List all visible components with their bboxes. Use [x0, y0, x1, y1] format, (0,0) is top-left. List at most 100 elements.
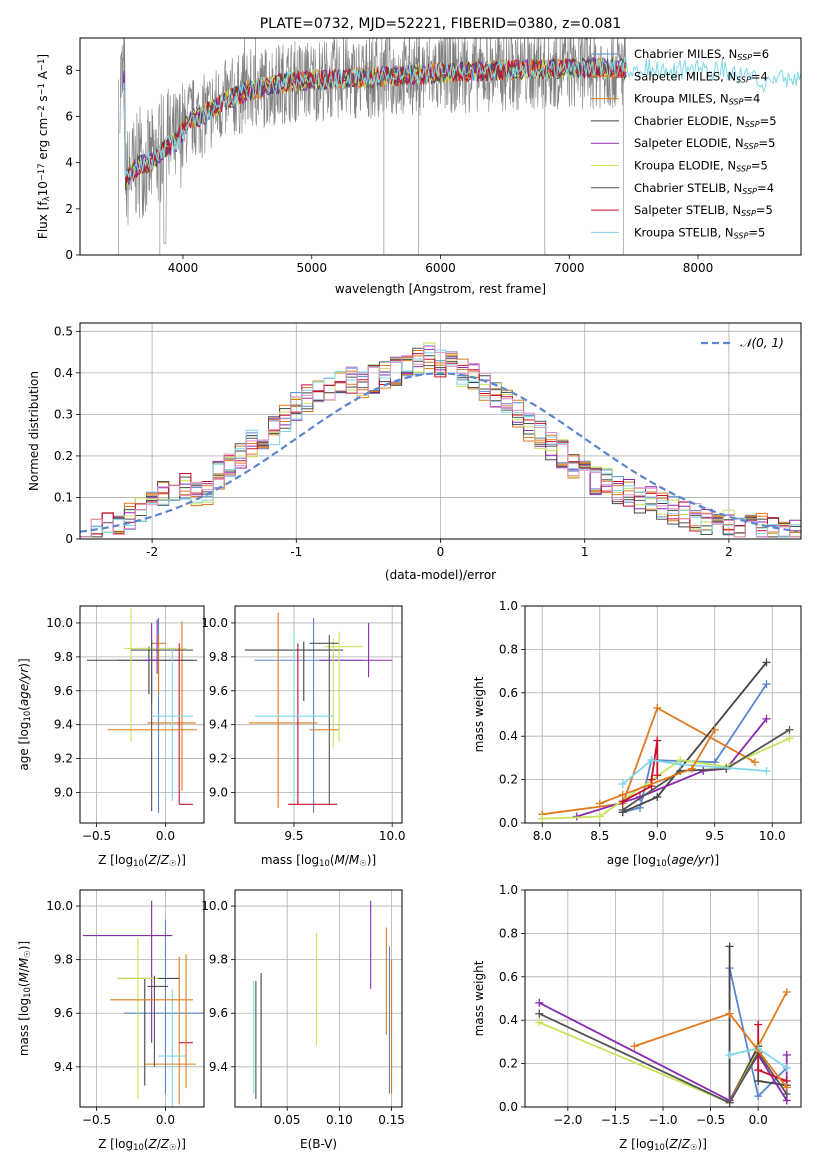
- y-tick-label: 9.2: [54, 752, 73, 766]
- errorbar-point: [288, 643, 338, 805]
- errorbar-point: [144, 956, 196, 1105]
- errorbar-point: [248, 612, 318, 808]
- plus-marker: [754, 1092, 763, 1101]
- legend-entry: Kroupa ELODIE, NSSP=5: [634, 159, 768, 174]
- plus-marker: [647, 756, 656, 765]
- x-axis-label: wavelength [Angstrom, rest frame]: [335, 282, 546, 296]
- y-tick-label: 9.2: [209, 752, 228, 766]
- weight-series-line: [542, 706, 756, 816]
- plus-marker: [751, 758, 759, 767]
- x-tick-label: 9.5: [705, 829, 724, 843]
- plus-marker: [785, 725, 794, 734]
- x-axis-label: (data-model)/error: [385, 568, 496, 582]
- x-tick-label: 0.05: [274, 1113, 301, 1127]
- x-tick-label: 10.0: [379, 829, 406, 843]
- y-tick-label: 8: [65, 63, 73, 77]
- y-tick-label: 9.6: [209, 1006, 228, 1020]
- plus-marker: [595, 799, 604, 808]
- chart-title: PLATE=0732, MJD=52221, FIBERID=0380, z=0…: [260, 16, 622, 32]
- plus-marker: [754, 1066, 763, 1075]
- y-tick-label: 0.0: [499, 1100, 518, 1114]
- x-axis-label: Z [log10(Z/Z☉)]: [619, 1137, 707, 1152]
- y-tick-label: 4: [65, 156, 73, 170]
- plus-marker: [687, 764, 696, 773]
- y-tick-label: 1.0: [499, 883, 518, 897]
- y-tick-label: 0.8: [499, 642, 518, 656]
- y-axis-label: mass weight: [472, 960, 486, 1036]
- y-axis-label: age [log10(age/yr)]: [17, 658, 32, 770]
- x-tick-label: 8.0: [533, 829, 552, 843]
- legend-entry: Chabrier STELIB, NSSP=4: [634, 181, 774, 196]
- x-tick-label: -1: [290, 545, 302, 559]
- y-tick-label: 0.6: [499, 686, 518, 700]
- weight-series-line: [622, 728, 790, 811]
- legend-entry: Salpeter STELIB, NSSP=5: [634, 203, 773, 218]
- plot-area: [118, 38, 801, 255]
- model-line: [122, 56, 801, 183]
- plus-marker: [653, 736, 662, 745]
- x-tick-label: 7000: [554, 261, 585, 275]
- y-tick-label: 9.4: [54, 1060, 73, 1074]
- plus-marker: [782, 1063, 791, 1072]
- plus-marker: [782, 1050, 791, 1059]
- errorbar-point: [130, 639, 193, 812]
- x-tick-label: 0: [437, 545, 445, 559]
- weight-series-line: [622, 759, 767, 785]
- x-tick-label: 2: [725, 545, 733, 559]
- x-tick-label: −1.0: [648, 1113, 677, 1127]
- y-tick-label: 9.8: [209, 953, 228, 967]
- plus-marker: [762, 680, 771, 689]
- weight-vs-age-chart: 8.0 8.5 9.0 9.5 10.0 0.0 0.2 0.4 0.6 0.8 1.0 age [l…: [472, 599, 802, 868]
- plus-marker: [538, 814, 547, 823]
- weight-series-line: [599, 729, 716, 805]
- y-tick-label: 2: [65, 202, 73, 216]
- errorbar-point: [117, 938, 159, 1099]
- plus-marker: [676, 760, 685, 769]
- plus-marker: [618, 779, 627, 788]
- plus-marker: [653, 771, 662, 780]
- x-axis-label: Z [log10(Z/Z☉)]: [98, 853, 186, 868]
- errorbar-point: [147, 975, 169, 1067]
- y-tick-label: 10.0: [201, 616, 228, 630]
- errorbar-point: [151, 648, 193, 801]
- plus-marker: [725, 942, 734, 951]
- weight-series-line: [622, 683, 768, 813]
- plus-marker: [535, 1018, 544, 1027]
- x-tick-label: 0.15: [378, 1113, 405, 1127]
- errorbar-point: [117, 977, 180, 1086]
- y-tick-label: 0.8: [499, 926, 518, 940]
- y-tick-label: 6: [65, 109, 73, 123]
- y-tick-label: 9.4: [209, 718, 228, 732]
- y-tick-label: 0.2: [54, 449, 73, 463]
- y-tick-label: 10.0: [46, 616, 73, 630]
- errorbar-point: [319, 622, 393, 678]
- plot-area: [535, 942, 791, 1107]
- y-tick-label: 9.4: [209, 1060, 228, 1074]
- errorbar-point: [82, 900, 173, 1043]
- plot-area: [82, 900, 204, 1107]
- x-tick-label: -2: [146, 545, 158, 559]
- plus-marker: [653, 703, 662, 712]
- age-vs-Z-chart: −0.5 0.0 9.0 9.2 9.4 9.6 9.8 10.0 Z [log10(Z/Z☉)…: [17, 605, 205, 868]
- x-axis-label: E(B-V): [300, 1137, 337, 1151]
- plus-marker: [725, 1009, 734, 1018]
- errorbar-point: [254, 631, 334, 801]
- y-tick-label: 9.6: [54, 684, 73, 698]
- errorbar-point: [151, 634, 166, 695]
- axes-frame: [234, 605, 403, 824]
- legend-entry: Kroupa MILES, NSSP=4: [634, 92, 760, 107]
- plot-area: [80, 342, 801, 538]
- x-tick-label: 1: [581, 545, 589, 559]
- errorbar-point: [124, 607, 187, 742]
- x-tick-label: 0.10: [326, 1113, 353, 1127]
- y-tick-label: 9.8: [54, 650, 73, 664]
- y-tick-label: 9.8: [209, 650, 228, 664]
- y-tick-label: 9.0: [54, 785, 73, 799]
- plus-marker: [725, 1098, 734, 1107]
- x-tick-label: −0.5: [696, 1113, 725, 1127]
- plus-marker: [630, 1042, 639, 1051]
- plus-marker: [618, 790, 627, 799]
- mass-vs-ebv-chart: 0.05 0.10 0.15 9.4 9.6 9.8 10.0 E(B-V): [201, 889, 405, 1151]
- x-tick-label: −0.5: [82, 1113, 111, 1127]
